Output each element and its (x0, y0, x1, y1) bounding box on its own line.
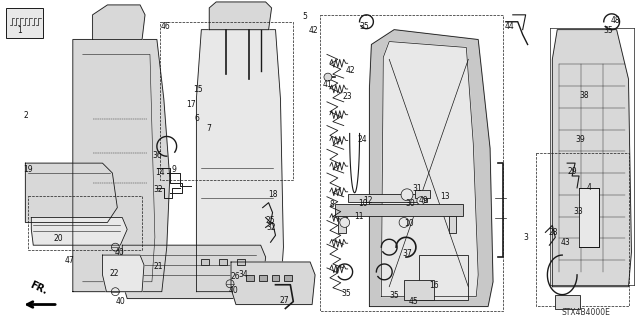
Text: 47: 47 (65, 256, 75, 265)
Bar (160, 22, 293, 180)
Polygon shape (31, 218, 127, 245)
Text: 36: 36 (152, 151, 162, 160)
Text: 43: 43 (560, 238, 570, 247)
Bar (419, 255, 468, 300)
Text: 9: 9 (172, 165, 177, 174)
Text: 46: 46 (161, 22, 171, 31)
Text: 41: 41 (323, 80, 333, 89)
Bar (219, 259, 227, 265)
Bar (28, 196, 142, 250)
Text: 35: 35 (360, 22, 369, 31)
Circle shape (340, 218, 349, 227)
Text: 39: 39 (575, 136, 585, 145)
Text: 18: 18 (269, 190, 278, 199)
Text: 24: 24 (358, 136, 367, 145)
Text: 15: 15 (193, 85, 203, 94)
Text: 7: 7 (206, 123, 211, 133)
Text: STX4B4000E: STX4B4000E (561, 308, 610, 317)
Text: 5: 5 (302, 12, 307, 21)
Text: 34: 34 (238, 270, 248, 279)
Text: 10: 10 (358, 199, 368, 208)
Bar (556, 295, 580, 309)
Text: 16: 16 (429, 281, 438, 290)
Polygon shape (93, 5, 145, 40)
Text: 45: 45 (409, 297, 419, 306)
Text: 29: 29 (567, 167, 577, 176)
Bar (449, 216, 456, 233)
Text: 35: 35 (604, 26, 614, 35)
Polygon shape (196, 30, 284, 292)
Text: 4: 4 (587, 183, 592, 192)
Circle shape (324, 73, 332, 81)
Text: 11: 11 (355, 211, 364, 220)
Text: 27: 27 (280, 296, 289, 305)
Bar (335, 204, 463, 216)
Text: 38: 38 (579, 91, 589, 100)
Text: 48: 48 (611, 16, 620, 25)
Bar (202, 259, 209, 265)
Text: 32: 32 (267, 223, 276, 233)
Text: 28: 28 (548, 228, 558, 237)
Text: 35: 35 (342, 289, 351, 298)
Polygon shape (26, 163, 117, 222)
Bar (404, 280, 434, 300)
Text: 3: 3 (524, 233, 529, 242)
Bar (320, 15, 503, 311)
Text: 17: 17 (186, 100, 196, 109)
Text: 19: 19 (24, 165, 33, 174)
Text: 21: 21 (154, 262, 163, 271)
Bar (259, 275, 267, 281)
Circle shape (399, 218, 409, 227)
Text: 8: 8 (330, 200, 335, 209)
Bar (415, 190, 429, 198)
Text: FR.: FR. (28, 280, 49, 297)
Text: 40: 40 (115, 248, 124, 257)
Bar (271, 275, 280, 281)
Text: 49: 49 (419, 196, 429, 205)
Polygon shape (102, 255, 144, 292)
Text: 33: 33 (573, 207, 583, 216)
Text: 37: 37 (402, 249, 412, 258)
Text: 1: 1 (17, 26, 22, 35)
Polygon shape (209, 2, 271, 30)
Bar (246, 275, 253, 281)
Polygon shape (552, 30, 632, 287)
Text: 40: 40 (115, 297, 125, 306)
Text: 22: 22 (109, 269, 119, 278)
Text: 35: 35 (389, 291, 399, 300)
Bar (284, 275, 292, 281)
Text: 32: 32 (154, 185, 164, 194)
Polygon shape (369, 30, 493, 307)
Bar (6, 8, 43, 38)
Text: 13: 13 (440, 192, 451, 201)
Text: 30: 30 (405, 199, 415, 208)
Text: 42: 42 (308, 26, 318, 35)
Polygon shape (231, 262, 315, 305)
Text: 14: 14 (155, 168, 164, 177)
Circle shape (401, 189, 413, 201)
Text: 25: 25 (266, 216, 275, 225)
Bar (579, 188, 599, 247)
Text: 10: 10 (404, 219, 413, 228)
Text: 31: 31 (412, 184, 422, 193)
Text: 42: 42 (346, 66, 355, 75)
Text: 40: 40 (229, 286, 239, 295)
Bar (536, 153, 630, 307)
Text: 6: 6 (195, 114, 199, 123)
Text: 26: 26 (230, 272, 239, 281)
Bar (237, 259, 245, 265)
Text: 2: 2 (24, 111, 28, 120)
Polygon shape (73, 40, 170, 292)
Circle shape (417, 197, 425, 205)
Text: 44: 44 (505, 22, 515, 31)
Polygon shape (122, 245, 266, 299)
Text: 23: 23 (343, 92, 353, 101)
Text: 12: 12 (364, 196, 373, 205)
Bar (348, 194, 427, 202)
Polygon shape (381, 41, 478, 297)
Bar (338, 216, 346, 233)
Text: 20: 20 (53, 234, 63, 243)
